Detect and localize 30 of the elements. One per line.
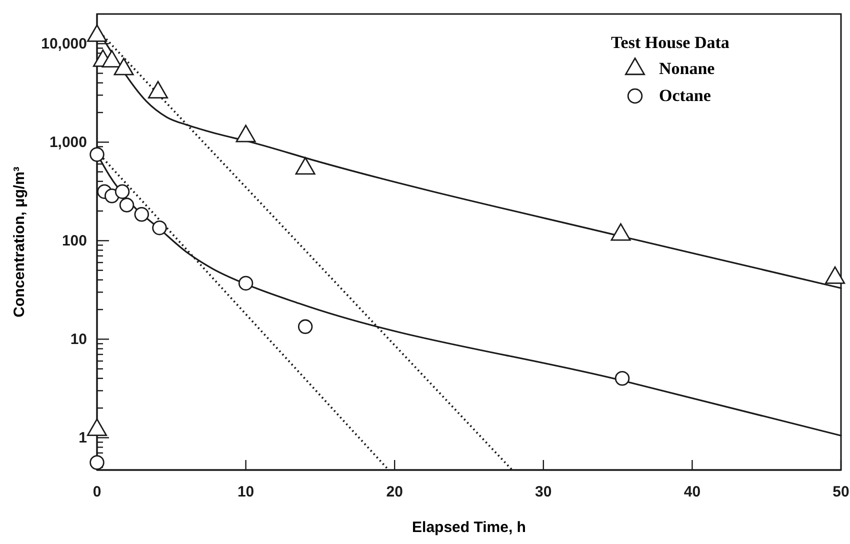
x-tick-label: 40 bbox=[684, 484, 701, 501]
y-axis-title: Concentration, μg/m³ bbox=[11, 166, 28, 318]
y-tick-label: 1 bbox=[78, 430, 87, 446]
point bbox=[119, 198, 134, 212]
point bbox=[114, 58, 134, 76]
point bbox=[114, 184, 130, 199]
legend-label: Octane bbox=[659, 86, 712, 105]
point bbox=[90, 455, 104, 470]
y-tick-label: 100 bbox=[62, 232, 87, 250]
point bbox=[238, 276, 254, 291]
legend-title: Test House Data bbox=[611, 33, 730, 52]
point bbox=[102, 50, 122, 68]
point bbox=[152, 220, 167, 236]
point bbox=[134, 206, 150, 222]
x-axis-title: Elapsed Time, h bbox=[412, 519, 526, 536]
point bbox=[236, 124, 256, 142]
point bbox=[614, 371, 630, 386]
x-tick-label: 50 bbox=[832, 484, 850, 501]
x-tick-label: 20 bbox=[386, 484, 403, 501]
legend-label: Nonane bbox=[659, 59, 716, 78]
point bbox=[298, 319, 313, 334]
y-tick-label: 10 bbox=[70, 330, 87, 348]
y-tick-label: 10,000 bbox=[41, 35, 87, 52]
x-tick-label: 30 bbox=[535, 484, 552, 501]
point bbox=[148, 80, 168, 98]
point bbox=[295, 157, 316, 175]
x-tick-label: 0 bbox=[92, 484, 102, 501]
x-tick-label: 10 bbox=[237, 484, 254, 501]
y-tick-label: 1,000 bbox=[49, 134, 87, 151]
point bbox=[86, 24, 108, 42]
